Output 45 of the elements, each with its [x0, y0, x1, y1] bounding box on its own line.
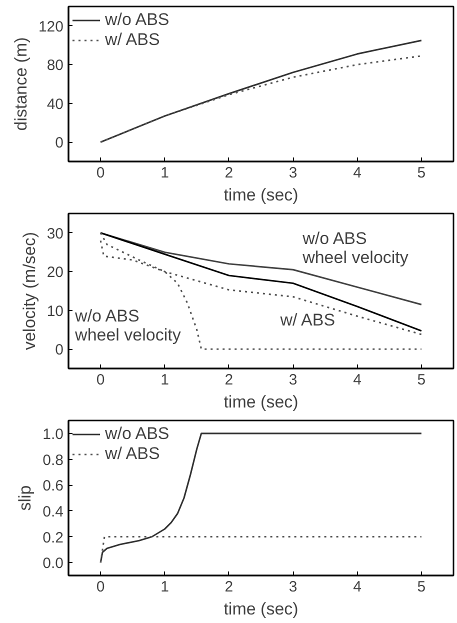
x-tick-label: 5: [417, 372, 426, 388]
legend-label: w/ ABS: [105, 444, 160, 464]
y-axis-title: distance (m): [11, 37, 30, 131]
x-tick-label: 0: [96, 578, 105, 596]
x-tick-label: 4: [353, 578, 362, 596]
x-tick-label: 1: [160, 578, 169, 596]
y-tick-label: 0.0: [42, 555, 64, 572]
x-tick-label: 2: [224, 578, 234, 596]
y-tick-label: 0.4: [42, 503, 64, 520]
y-axis-title: velocity (m/sec): [20, 232, 39, 350]
x-tick-label: 3: [288, 372, 298, 388]
y-tick-label: 30: [46, 225, 64, 242]
x-axis-title: time (sec): [224, 186, 298, 204]
x-tick-label: 4: [353, 164, 362, 182]
x-tick-label: 2: [224, 164, 234, 182]
annotation: w/o ABS wheel velocity: [74, 306, 182, 344]
y-tick-label: 0.8: [42, 452, 64, 469]
x-tick-label: 1: [160, 372, 169, 388]
y-tick-label: 0: [55, 134, 64, 152]
x-tick-label: 0: [96, 164, 105, 182]
x-tick-label: 1: [160, 164, 169, 182]
x-tick-label: 0: [96, 372, 105, 388]
legend-label: w/o ABS: [105, 424, 170, 444]
y-axis-title: slip: [16, 485, 35, 511]
x-tick-label: 4: [353, 372, 362, 388]
y-tick-label: 20: [46, 264, 64, 282]
y-tick-label: 0.6: [42, 478, 64, 495]
x-axis-title: time (sec): [224, 392, 298, 412]
legend-label: w/ ABS: [105, 30, 160, 50]
x-axis-title: time (sec): [224, 600, 298, 618]
x-tick-label: 5: [417, 578, 426, 596]
annotation: w/ ABS: [279, 310, 336, 330]
y-tick-label: 1.0: [42, 426, 64, 443]
x-tick-label: 5: [417, 164, 426, 182]
y-tick-label: 80: [46, 57, 64, 74]
y-tick-label: 0.2: [42, 529, 64, 546]
y-tick-label: 120: [38, 18, 64, 36]
x-tick-label: 3: [288, 164, 298, 182]
annotation: w/o ABS wheel velocity: [302, 229, 409, 267]
legend-label: w/o ABS: [105, 10, 170, 30]
y-tick-label: 0: [55, 342, 64, 359]
x-tick-label: 3: [288, 578, 298, 596]
y-tick-label: 40: [46, 96, 64, 113]
y-tick-label: 10: [46, 302, 64, 320]
x-tick-label: 2: [224, 372, 234, 388]
